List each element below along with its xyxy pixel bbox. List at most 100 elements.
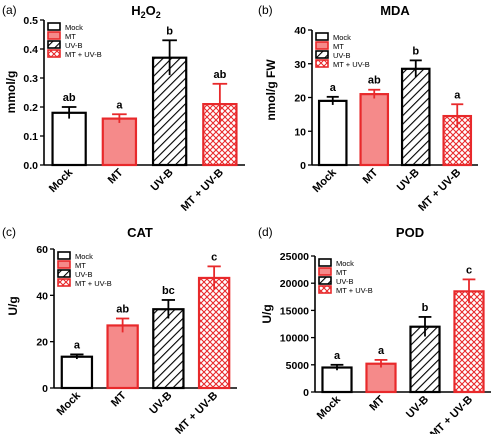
legend-label: UV-B xyxy=(333,51,351,60)
significance-letter: b xyxy=(166,25,173,37)
y-axis-label: nmol/g FW xyxy=(264,59,278,121)
significance-letter: ab xyxy=(116,304,129,316)
chart-title: POD xyxy=(396,225,424,240)
bar-mt xyxy=(365,362,397,394)
panel-label: (c) xyxy=(2,225,16,239)
significance-letter: bc xyxy=(162,285,175,297)
y-tick-label: 0.4 xyxy=(23,44,38,56)
bar-uv-b xyxy=(400,67,431,167)
bar-mock xyxy=(321,366,353,394)
legend-label: UV-B xyxy=(336,277,354,286)
significance-letter: c xyxy=(211,251,217,263)
y-tick-label: 40 xyxy=(36,290,48,302)
legend-swatch xyxy=(315,50,329,59)
y-tick-label: 10000 xyxy=(280,333,309,345)
x-tick-label: MT xyxy=(109,389,129,409)
panel-label: (a) xyxy=(2,3,17,17)
x-tick-label: MT + UV-B xyxy=(428,394,475,434)
bars: a a b c xyxy=(321,264,485,394)
bar-mt-uv-b xyxy=(197,276,231,390)
legend-swatch xyxy=(47,22,61,31)
legend-swatch xyxy=(318,276,332,285)
legend-label: Mock xyxy=(65,23,83,32)
y-tick-label: 0 xyxy=(42,383,48,395)
x-tick-labels: Mock MT UV-BMT + UV-B xyxy=(315,393,475,434)
legend-label: MT + UV-B xyxy=(333,60,370,69)
legend-label: MT + UV-B xyxy=(65,50,102,59)
x-tick-label: UV-B xyxy=(404,394,431,421)
legend-swatch xyxy=(47,40,61,49)
x-tick-labels: Mock MT UV-BMT + UV-B xyxy=(310,166,463,214)
x-tick-labels: Mock MT UV-BMT + UV-B xyxy=(55,389,221,434)
y-tick-label: 5000 xyxy=(286,360,310,372)
y-tick-label: 0.0 xyxy=(23,160,38,172)
legend-label: UV-B xyxy=(65,41,83,50)
bar-mt-uv-b xyxy=(453,290,485,394)
y-ticks: 0.0 0.1 0.2 0.3 0.4 0.5 xyxy=(23,15,44,172)
bar-mt xyxy=(106,324,139,390)
bar-mt xyxy=(359,93,390,167)
x-tick-label: MT xyxy=(367,393,387,413)
y-tick-label: 40 xyxy=(294,25,306,37)
x-tick-label: MT + UV-B xyxy=(173,390,220,434)
y-tick-label: 0 xyxy=(300,160,306,172)
significance-letter: a xyxy=(330,82,337,94)
y-tick-label: 15000 xyxy=(280,305,309,317)
x-tick-label: Mock xyxy=(47,166,76,195)
bars: a ab b a xyxy=(317,45,473,167)
legend-swatch xyxy=(318,285,332,294)
legend-swatch xyxy=(47,49,61,58)
chart-title: MDA xyxy=(380,3,410,18)
y-tick-label: 0 xyxy=(303,387,309,399)
legend-swatch xyxy=(315,59,329,68)
legend-label: MT xyxy=(336,268,347,277)
y-tick-label: 20000 xyxy=(280,278,309,290)
y-tick-label: 0.1 xyxy=(23,131,38,143)
y-axis-label: U/g xyxy=(6,296,20,315)
x-tick-label: UV-B xyxy=(147,390,174,417)
legend-swatch xyxy=(57,260,71,269)
legend-swatch xyxy=(318,267,332,276)
legend-swatch xyxy=(57,269,71,278)
y-tick-label: 25000 xyxy=(280,251,309,263)
bar-mt xyxy=(101,117,138,167)
bar-mock xyxy=(60,355,94,390)
bars: a ab bc c xyxy=(60,251,231,390)
x-tick-label: UV-B xyxy=(395,167,422,194)
bar-uv-b xyxy=(151,56,188,167)
x-tick-label: Mock xyxy=(310,166,339,195)
bar-mock xyxy=(51,111,87,167)
x-tick-label: UV-B xyxy=(149,167,176,194)
significance-letter: ab xyxy=(213,69,226,81)
significance-letter: a xyxy=(378,345,385,357)
chart-title: H2O2 xyxy=(131,3,161,20)
legend-swatch xyxy=(318,258,332,267)
bar-uv-b xyxy=(152,308,185,390)
legend-label: Mock xyxy=(333,33,351,42)
legend-label: MT xyxy=(333,42,344,51)
y-tick-label: 30 xyxy=(294,59,306,71)
legend-label: Mock xyxy=(75,252,93,261)
y-tick-label: 0.3 xyxy=(23,73,38,85)
legend-swatch xyxy=(315,32,329,41)
legend-swatch xyxy=(57,278,71,287)
panel-label: (b) xyxy=(258,3,273,17)
chart-title: CAT xyxy=(127,225,153,240)
significance-letter: a xyxy=(74,339,81,351)
legend-label: Mock xyxy=(336,259,354,268)
panel-label: (d) xyxy=(258,225,273,239)
y-tick-label: 10 xyxy=(294,126,306,138)
legend-label: MT xyxy=(65,32,76,41)
x-tick-label: MT xyxy=(361,166,381,186)
x-tick-label: MT + UV-B xyxy=(416,167,463,214)
legend-label: UV-B xyxy=(75,270,93,279)
legend-label: MT + UV-B xyxy=(75,279,112,288)
significance-letter: a xyxy=(334,350,341,362)
